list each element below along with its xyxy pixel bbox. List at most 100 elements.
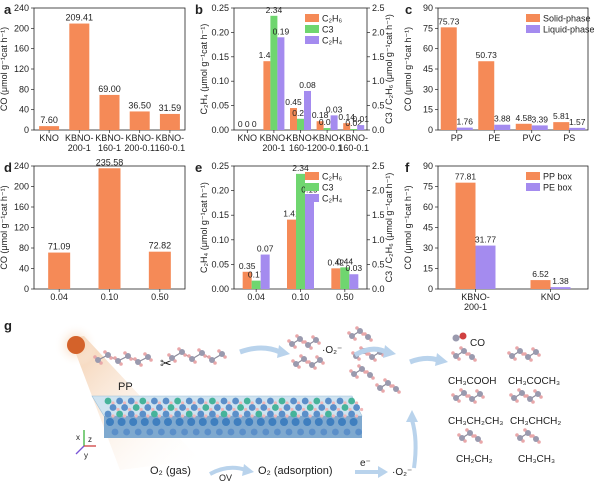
lattice-atom xyxy=(268,418,277,426)
panel-label-e: e xyxy=(195,160,202,175)
lattice-atom xyxy=(164,418,172,426)
y-tick-label: 0.25 xyxy=(211,161,229,171)
lattice-atom xyxy=(121,404,128,411)
lattice-oxygen-atom xyxy=(139,407,143,412)
carbon-atom xyxy=(369,354,375,360)
lattice-atom xyxy=(272,404,279,411)
carbon-atom xyxy=(219,351,225,357)
lattice-oxygen-atom xyxy=(197,407,201,412)
x-tick-label: PVC xyxy=(522,133,541,143)
product-label: CH₃CH₃ xyxy=(518,454,555,465)
lattice-atom xyxy=(204,428,212,436)
lattice-oxygen-atom xyxy=(250,414,254,418)
panel-label-a: a xyxy=(4,2,12,17)
y-tick-label: 120 xyxy=(14,223,29,233)
lattice-atom xyxy=(104,397,112,405)
lattice-oxygen-atom xyxy=(331,401,335,405)
fragment-molecule xyxy=(287,334,321,350)
chart-panel-a: 0 40 80 120 160 200 240 CO (μmol g⁻¹cat h⁻¹) 7.6… xyxy=(0,3,186,153)
lattice-atom xyxy=(313,397,321,405)
lattice-atom xyxy=(167,404,175,411)
lattice-oxygen-atom xyxy=(273,414,277,418)
lattice-atom xyxy=(185,397,193,405)
lattice-oxygen-atom xyxy=(227,401,231,405)
bar xyxy=(287,219,296,289)
flow-arrow-head xyxy=(435,353,448,366)
bar xyxy=(440,27,457,130)
lattice-atom xyxy=(158,428,165,436)
lattice-atom xyxy=(146,428,154,436)
carbon-atom xyxy=(517,348,523,354)
electron-label: e⁻ xyxy=(360,458,371,469)
lattice-oxygen-atom xyxy=(343,414,347,418)
data-label: 1.57 xyxy=(569,117,586,127)
legend-swatch xyxy=(305,36,319,44)
lattice-atom xyxy=(111,428,119,436)
lattice-atom xyxy=(216,428,223,436)
lattice-atom xyxy=(139,397,147,405)
y-tick-label: 0.0 xyxy=(372,125,385,135)
lattice-atom xyxy=(202,404,210,411)
lattice-oxygen-atom xyxy=(320,401,324,405)
lattice-atom xyxy=(260,404,268,411)
lattice-atom xyxy=(144,404,152,411)
carbon-atom xyxy=(309,362,315,368)
x-tick-label: 0.50 xyxy=(336,292,354,302)
o2-gas-label: O₂ (gas) xyxy=(150,465,191,477)
lattice-atom xyxy=(243,397,251,405)
carbon-atom xyxy=(525,430,531,436)
y-tick-label: 0.5 xyxy=(372,259,385,269)
lattice-oxygen-atom xyxy=(239,414,243,418)
carbon-atom xyxy=(519,390,525,396)
lattice-oxygen-atom xyxy=(290,407,294,412)
bar xyxy=(129,111,150,130)
x-tick-label: KBNO- xyxy=(286,133,315,143)
bar xyxy=(331,268,341,289)
lattice-atom xyxy=(348,397,355,405)
carbon-atom xyxy=(469,354,475,360)
flow-arrow xyxy=(409,355,439,365)
carbon-atom xyxy=(525,354,531,360)
lattice-oxygen-atom xyxy=(343,401,347,405)
lattice-oxygen-atom xyxy=(181,401,185,405)
bar xyxy=(159,113,180,130)
axis-z-label: z xyxy=(88,435,92,444)
y-tick-label: 2.0 xyxy=(372,27,385,37)
product-label: CO xyxy=(470,338,485,349)
x-tick-label: KBNO- xyxy=(339,133,368,143)
flow-arrow-head xyxy=(277,345,290,358)
lattice-atom xyxy=(353,404,360,411)
y-tick-label: 160 xyxy=(14,44,29,54)
lattice-atom xyxy=(314,418,323,426)
lattice-oxygen-atom xyxy=(111,414,115,418)
data-label: 0.42 xyxy=(328,257,345,267)
lattice-oxygen-atom xyxy=(209,407,213,412)
y-tick-label: 80 xyxy=(19,84,29,94)
data-label: 7.60 xyxy=(40,115,58,125)
carbon-atom xyxy=(125,353,131,359)
lattice-atom xyxy=(156,404,163,411)
y-tick-label: 0.5 xyxy=(372,101,385,111)
bar xyxy=(323,128,331,130)
carbon-atom xyxy=(459,435,465,441)
y-tick-label: 0 xyxy=(428,125,433,135)
data-label: 0.35 xyxy=(239,261,256,271)
data-label: 0.04 xyxy=(319,117,336,127)
y-tick-label: 0.20 xyxy=(211,186,229,196)
bar xyxy=(340,267,350,289)
y-tick-label: 0.20 xyxy=(211,27,229,37)
data-label: 6.52 xyxy=(532,269,549,279)
flow-arrow-head xyxy=(383,345,396,358)
fragment-molecule xyxy=(375,378,401,394)
lattice-oxygen-atom xyxy=(232,407,236,412)
carbon-atom xyxy=(135,359,141,365)
y-tick-label: 240 xyxy=(14,161,29,171)
bar xyxy=(350,129,358,130)
flow-arrow xyxy=(239,345,282,355)
data-label: 0.45 xyxy=(285,97,302,107)
scissors-icon: ✂ xyxy=(160,355,172,371)
axes-indicator-icon: z x y xyxy=(75,430,96,460)
carbon-atom xyxy=(475,436,481,442)
lattice-atom xyxy=(210,418,219,426)
lattice-atom xyxy=(320,428,328,436)
